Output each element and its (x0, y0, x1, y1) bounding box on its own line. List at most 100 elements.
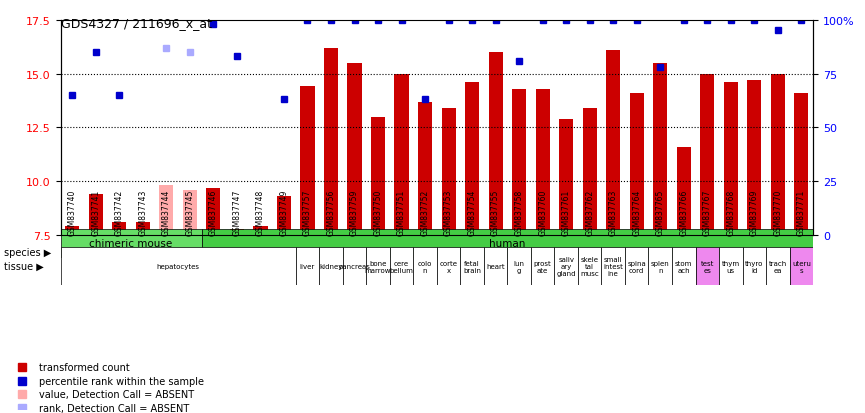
FancyBboxPatch shape (508, 248, 531, 285)
Bar (676, 147, 691, 235)
FancyBboxPatch shape (437, 248, 460, 285)
FancyBboxPatch shape (202, 229, 813, 258)
Bar (794, 94, 809, 235)
Bar (559, 119, 573, 235)
FancyBboxPatch shape (531, 248, 554, 285)
Text: GSM837761: GSM837761 (561, 189, 571, 235)
Bar (441, 109, 456, 235)
Text: thym
us: thym us (721, 260, 740, 273)
Text: GDS4327 / 211696_x_at: GDS4327 / 211696_x_at (61, 17, 212, 29)
FancyBboxPatch shape (366, 248, 390, 285)
Text: lun
g: lun g (514, 260, 525, 273)
Text: GSM837763: GSM837763 (609, 189, 618, 235)
Text: GSM837766: GSM837766 (679, 189, 689, 235)
Text: GSM837756: GSM837756 (326, 189, 336, 235)
Bar (371, 117, 385, 235)
Text: GSM837752: GSM837752 (420, 189, 430, 235)
Bar (348, 64, 362, 235)
FancyBboxPatch shape (413, 248, 437, 285)
Text: percentile rank within the sample: percentile rank within the sample (39, 376, 204, 386)
Bar (394, 74, 408, 235)
Bar (207, 188, 221, 235)
Bar (112, 223, 126, 235)
FancyBboxPatch shape (649, 248, 672, 285)
Text: transformed count: transformed count (39, 362, 130, 372)
Text: GSM837746: GSM837746 (209, 189, 218, 235)
Text: human: human (490, 239, 526, 249)
FancyBboxPatch shape (554, 248, 578, 285)
Text: GSM837759: GSM837759 (350, 189, 359, 235)
Text: splen
n: splen n (650, 260, 670, 273)
Text: species ▶: species ▶ (4, 247, 52, 257)
Text: hepatocytes: hepatocytes (157, 263, 200, 269)
Text: GSM837745: GSM837745 (185, 189, 195, 235)
Bar (489, 53, 503, 235)
Text: GSM837749: GSM837749 (279, 189, 288, 235)
Bar (606, 51, 620, 235)
Bar (183, 190, 197, 235)
Text: value, Detection Call = ABSENT: value, Detection Call = ABSENT (39, 389, 194, 399)
Text: GSM837764: GSM837764 (632, 189, 641, 235)
Bar (300, 87, 315, 235)
Bar (89, 195, 103, 235)
FancyBboxPatch shape (790, 248, 813, 285)
Text: test
es: test es (701, 260, 714, 273)
FancyBboxPatch shape (484, 248, 508, 285)
FancyBboxPatch shape (343, 248, 366, 285)
Bar (277, 197, 291, 235)
Bar (136, 223, 150, 235)
Text: kidney: kidney (319, 263, 343, 269)
Text: rank, Detection Call = ABSENT: rank, Detection Call = ABSENT (39, 404, 189, 413)
FancyBboxPatch shape (578, 248, 601, 285)
FancyBboxPatch shape (672, 248, 695, 285)
Text: GSM837743: GSM837743 (138, 189, 147, 235)
Text: GSM837754: GSM837754 (468, 189, 477, 235)
Text: GSM837758: GSM837758 (515, 189, 523, 235)
Text: GSM837771: GSM837771 (797, 189, 806, 235)
Text: GSM837757: GSM837757 (303, 189, 312, 235)
Bar (747, 81, 761, 235)
FancyBboxPatch shape (742, 248, 766, 285)
Bar (324, 49, 338, 235)
FancyBboxPatch shape (390, 248, 413, 285)
Text: GSM837744: GSM837744 (162, 189, 171, 235)
Bar (230, 229, 244, 235)
Text: tissue ▶: tissue ▶ (4, 261, 44, 271)
FancyBboxPatch shape (766, 248, 790, 285)
Text: liver: liver (300, 263, 315, 269)
Text: GSM837740: GSM837740 (67, 189, 77, 235)
Bar (724, 83, 738, 235)
Bar (771, 74, 785, 235)
Text: skele
tal
musc: skele tal musc (580, 256, 599, 276)
FancyBboxPatch shape (719, 248, 742, 285)
Text: cere
bellum: cere bellum (389, 260, 413, 273)
Text: GSM837742: GSM837742 (115, 189, 124, 235)
Text: colo
n: colo n (418, 260, 432, 273)
FancyBboxPatch shape (601, 248, 625, 285)
Text: GSM837751: GSM837751 (397, 189, 406, 235)
Text: corte
x: corte x (439, 260, 458, 273)
Text: GSM837747: GSM837747 (233, 189, 241, 235)
Bar (535, 89, 550, 235)
FancyBboxPatch shape (319, 248, 343, 285)
FancyBboxPatch shape (61, 248, 296, 285)
Text: GSM837748: GSM837748 (256, 189, 265, 235)
Text: GSM837760: GSM837760 (538, 189, 548, 235)
Text: GSM837765: GSM837765 (656, 189, 664, 235)
Text: GSM837755: GSM837755 (491, 189, 500, 235)
Text: GSM837741: GSM837741 (92, 189, 100, 235)
Text: small
intest
ine: small intest ine (603, 256, 623, 276)
Text: GSM837768: GSM837768 (727, 189, 735, 235)
Text: GSM837753: GSM837753 (444, 189, 453, 235)
Text: stom
ach: stom ach (675, 260, 693, 273)
Bar (65, 227, 80, 235)
Text: heart: heart (486, 263, 505, 269)
Text: fetal
brain: fetal brain (463, 260, 481, 273)
Text: GSM837762: GSM837762 (586, 189, 594, 235)
Text: pancreas: pancreas (338, 263, 370, 269)
Bar (465, 83, 479, 235)
Text: trach
ea: trach ea (769, 260, 787, 273)
FancyBboxPatch shape (460, 248, 484, 285)
Bar (630, 94, 644, 235)
Bar (253, 227, 267, 235)
